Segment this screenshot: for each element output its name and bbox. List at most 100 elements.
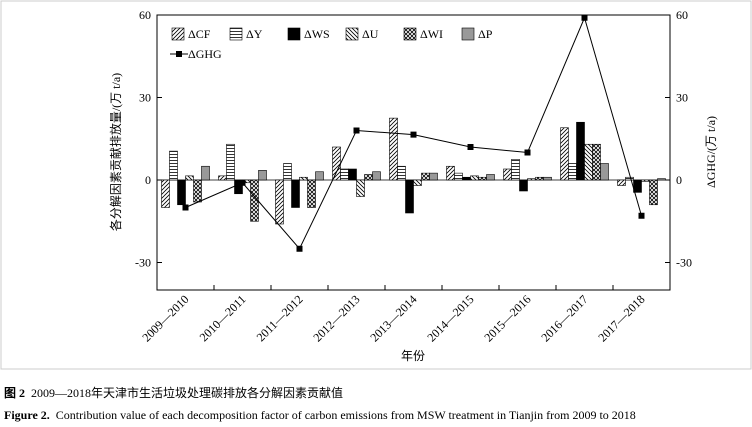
bar	[413, 179, 422, 186]
bar	[511, 159, 520, 181]
bar	[291, 179, 300, 208]
marker	[638, 212, 645, 219]
bar	[543, 176, 552, 181]
legend-label: ΔCF	[188, 27, 211, 41]
marker	[410, 131, 417, 138]
bar	[486, 174, 495, 181]
bar	[348, 168, 357, 181]
caption-label: 图 2	[4, 386, 26, 400]
legend-swatch	[287, 27, 301, 41]
bar	[356, 179, 365, 197]
legend-label: ΔU	[362, 27, 379, 41]
bar	[535, 176, 544, 181]
bar	[657, 178, 666, 181]
bar	[421, 172, 430, 181]
legend-label: ΔWI	[420, 27, 443, 41]
y2-axis-title: ΔGHG/(万 t/a)	[704, 116, 718, 188]
y-tick-label: 0	[145, 173, 151, 187]
legend-swatch	[345, 27, 359, 41]
bar	[446, 165, 455, 181]
bar	[429, 172, 438, 181]
bar	[193, 179, 202, 203]
y2-tick-label: -30	[676, 256, 692, 270]
bar	[592, 143, 601, 181]
x-tick-label: 2013—2014	[367, 292, 419, 344]
bar	[503, 168, 512, 181]
caption-cn: 图 2 2009—2018年天津市生活垃圾处理碳排放各分解因素贡献值	[4, 384, 343, 401]
bar	[234, 179, 243, 195]
y-tick-label: -30	[135, 256, 151, 270]
bar	[470, 175, 479, 181]
marker	[182, 204, 189, 211]
bar	[177, 179, 186, 206]
bar	[568, 163, 577, 181]
bar	[462, 176, 471, 181]
bar	[649, 179, 658, 206]
legend-swatch	[171, 27, 185, 41]
bar	[617, 179, 626, 186]
bar	[405, 179, 414, 214]
y-tick-label: 30	[139, 91, 151, 105]
bar	[372, 171, 381, 181]
bar	[201, 165, 210, 181]
y-axis-title: 各分解因素贡献排放量/(万 t/a)	[108, 73, 123, 231]
legend-swatch	[229, 27, 243, 41]
bar	[332, 146, 341, 181]
bar	[161, 179, 170, 208]
y-tick-label: 60	[139, 8, 151, 22]
bar	[625, 176, 634, 181]
bar	[299, 176, 308, 181]
x-tick-label: 2010—2011	[197, 292, 249, 344]
bar	[584, 143, 593, 181]
caption-label: Figure 2.	[4, 408, 50, 422]
x-tick-label: 2015—2016	[481, 292, 533, 344]
bar	[169, 150, 178, 181]
caption-text: 2009—2018年天津市生活垃圾处理碳排放各分解因素贡献值	[31, 386, 344, 400]
legend-swatch	[461, 27, 475, 41]
bar	[218, 175, 227, 181]
bar	[560, 127, 569, 181]
bar	[519, 179, 528, 192]
bar	[258, 170, 267, 181]
legend-label: ΔGHG	[188, 47, 222, 61]
bar	[315, 171, 324, 181]
bar	[364, 174, 373, 181]
marker	[296, 245, 303, 252]
legend-swatch	[176, 51, 182, 57]
marker	[239, 179, 246, 186]
marker	[524, 149, 531, 156]
bar	[340, 168, 349, 181]
bar	[307, 179, 316, 208]
bar	[226, 143, 235, 181]
marker	[581, 14, 588, 21]
x-tick-label: 2012—2013	[310, 292, 362, 344]
bar	[185, 175, 194, 181]
bar	[397, 165, 406, 181]
plot-area	[156, 14, 671, 291]
bar	[576, 121, 585, 181]
y2-tick-label: 30	[676, 91, 688, 105]
legend-label: ΔP	[478, 27, 493, 41]
bar	[527, 178, 536, 181]
bar	[389, 117, 398, 181]
chart: 各分解因素贡献排放量/(万 t/a) ΔGHG/(万 t/a) 年份 -30 0 3…	[0, 0, 752, 370]
y2-tick-label: 0	[676, 173, 682, 187]
y2-tick-label: 60	[676, 8, 688, 22]
legend-swatch	[403, 27, 417, 41]
x-tick-label: 2016—2017	[538, 292, 590, 344]
x-axis-title: 年份	[401, 349, 425, 363]
marker	[467, 144, 474, 150]
bar	[283, 163, 292, 181]
legend-label: ΔY	[246, 27, 263, 41]
caption-en: Figure 2. Contribution value of each deco…	[4, 408, 636, 423]
caption-text: Contribution value of each decomposition…	[55, 408, 636, 422]
frame	[0, 0, 752, 370]
bar	[641, 179, 650, 182]
x-tick-label: 2011—2012	[254, 292, 306, 344]
marker	[353, 127, 360, 134]
x-tick-label: 2009—2010	[139, 292, 191, 344]
x-tick-label: 2017—2018	[595, 292, 647, 344]
bar	[454, 172, 463, 181]
bar	[478, 176, 487, 181]
